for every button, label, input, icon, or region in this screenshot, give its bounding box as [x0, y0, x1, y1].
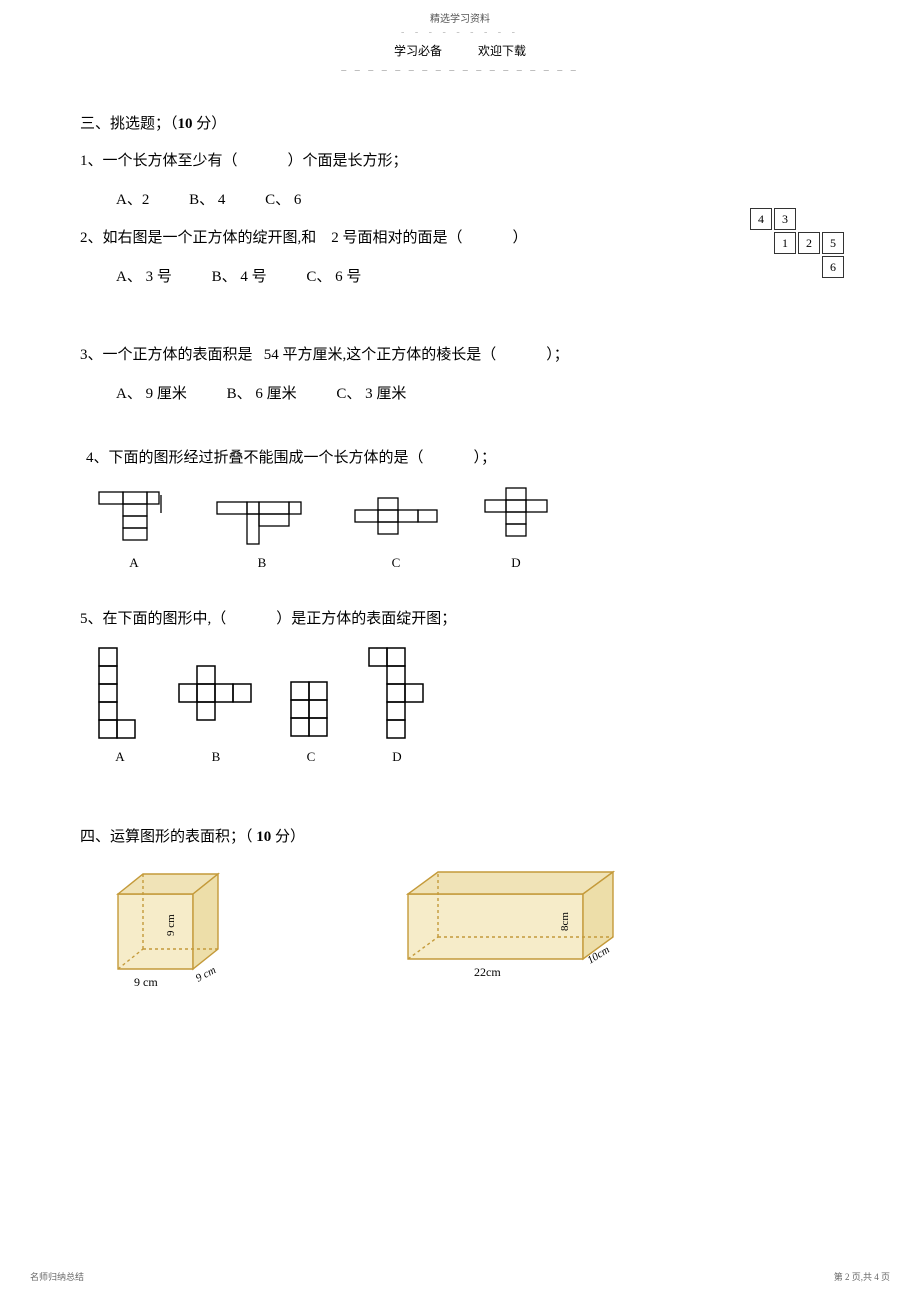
q5-label-b: B [178, 749, 254, 765]
q4-text: 4、下面的图形经过折叠不能围成一个长方体的是（）； [86, 444, 840, 473]
sub-header-right: 欢迎下载 [478, 44, 526, 58]
q1-opt-b: B、 4 [189, 186, 225, 215]
q2-opt-a: A、 3 号 [116, 263, 172, 292]
q5-label-a: A [98, 749, 142, 765]
footer-right: 第 2 页,共 4 页 [834, 1270, 890, 1283]
q3-options: A、 9 厘米 B、 6 厘米 C、 3 厘米 [116, 380, 840, 409]
q1-opt-a: A、2 [116, 186, 149, 215]
q4-label-c: C [354, 555, 438, 571]
q1-opt-c: C、 6 [265, 186, 301, 215]
doc-sub-header: 学习必备 欢迎下载 [80, 42, 840, 59]
q5-label-c: C [290, 749, 332, 765]
cube-w-label: 9 cm [134, 975, 158, 989]
sub-header-left: 学习必备 [394, 44, 442, 58]
cube-d-label: 9 cm [194, 964, 218, 985]
q5-text: 5、在下面的图形中,（）是正方体的表面绽开图； [80, 605, 840, 634]
net-cell-2: 2 [798, 232, 820, 254]
net-cell-1: 1 [774, 232, 796, 254]
q2-net-diagram: 4 3 1 2 5 6 [748, 206, 846, 280]
q5-net-c: C [290, 681, 332, 765]
net-cell-5: 5 [822, 232, 844, 254]
q4-nets: A B [98, 487, 840, 571]
q2-text: 2、如右图是一个正方体的绽开图,和 2 号面相对的面是（） [80, 224, 840, 253]
net-cell-6: 6 [822, 256, 844, 278]
net-cell-4: 4 [750, 208, 772, 230]
q2-options: A、 3 号 B、 4 号 C、 6 号 [116, 263, 840, 292]
q4-net-a: A [98, 491, 170, 571]
header-rule: _ _ _ _ _ _ _ _ _ _ _ _ _ _ _ _ _ _ [80, 61, 840, 72]
q2-opt-b: B、 4 号 [212, 263, 267, 292]
q3-opt-b: B、 6 厘米 [227, 380, 297, 409]
q5-net-b: B [178, 665, 254, 765]
q2-opt-c: C、 6 号 [306, 263, 361, 292]
q1-options: A、2 B、 4 C、 6 [116, 186, 840, 215]
q5-net-a: A [98, 647, 142, 765]
q3-text: 3、一个正方体的表面积是 54 平方厘米,这个正方体的棱长是（）； [80, 341, 840, 370]
header-dashes: - - - - - - - - - [80, 27, 840, 38]
q4-net-c: C [354, 497, 438, 571]
cuboid-figure: 8cm 10cm 22cm [388, 864, 648, 994]
q4-net-d: D [484, 487, 548, 571]
cube-h-label: 9 cm [165, 914, 177, 936]
q5-label-d: D [368, 749, 426, 765]
section4-title: 四、运算图形的表面积；（ 10 分） [80, 825, 840, 846]
cube-figure: 9 cm 9 cm 9 cm [98, 864, 248, 994]
q4-label-d: D [484, 555, 548, 571]
q4-label-a: A [98, 555, 170, 571]
q4-label-b: B [216, 555, 308, 571]
q4-net-b: B [216, 501, 308, 571]
cuboid-h-label: 8cm [559, 912, 571, 931]
q5-nets: A B [98, 647, 840, 765]
footer-left: 名师归纳总结 [30, 1270, 84, 1283]
solids-row: 9 cm 9 cm 9 cm 8cm 10cm [98, 864, 840, 994]
net-cell-3: 3 [774, 208, 796, 230]
cuboid-w-label: 22cm [474, 965, 501, 979]
q3-opt-a: A、 9 厘米 [116, 380, 187, 409]
q3-opt-c: C、 3 厘米 [336, 380, 406, 409]
section3-title: 三、挑选题；（10 分） [80, 112, 840, 133]
q5-net-d: D [368, 647, 426, 765]
doc-top-header: 精选学习资料 [80, 10, 840, 25]
q1-text: 1、一个长方体至少有（）个面是长方形； [80, 147, 840, 176]
